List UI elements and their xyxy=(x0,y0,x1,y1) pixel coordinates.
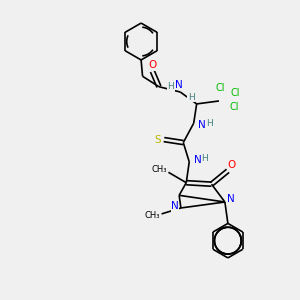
Text: O: O xyxy=(227,160,236,170)
Text: Cl: Cl xyxy=(231,88,240,98)
Text: O: O xyxy=(148,60,157,70)
Text: N: N xyxy=(198,120,206,130)
Text: CH₃: CH₃ xyxy=(144,211,160,220)
Text: N: N xyxy=(175,80,183,90)
Text: S: S xyxy=(155,135,161,145)
Text: N: N xyxy=(194,155,201,165)
Text: N: N xyxy=(171,202,179,212)
Text: H: H xyxy=(206,119,212,128)
Text: H: H xyxy=(167,82,174,91)
Text: Cl: Cl xyxy=(216,83,225,94)
Text: CH₃: CH₃ xyxy=(151,165,167,174)
Text: Cl: Cl xyxy=(230,102,239,112)
Text: H: H xyxy=(201,154,208,164)
Text: H: H xyxy=(188,93,195,102)
Text: N: N xyxy=(227,194,235,204)
